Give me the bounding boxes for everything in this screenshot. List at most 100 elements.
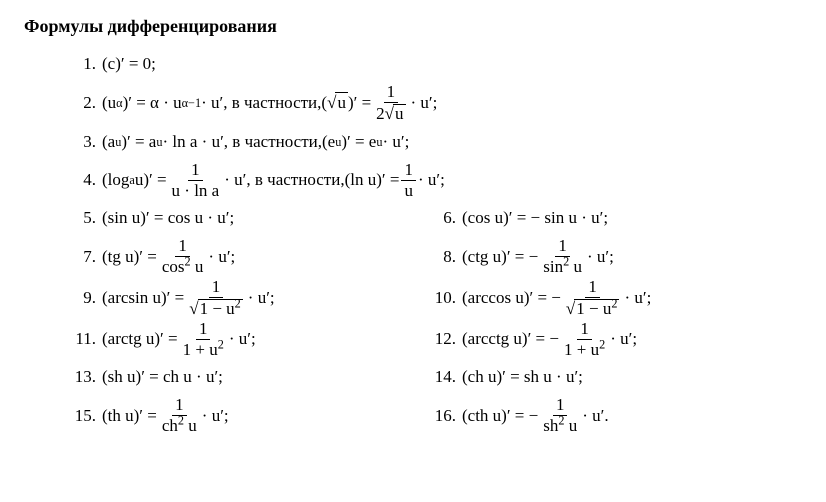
- fraction: 1√1 − u2: [563, 278, 623, 318]
- denominator: sin2 u: [540, 257, 585, 276]
- numerator: 1: [585, 278, 600, 298]
- formula-text: (arcsin u)′ = 1√1 − u2 · u′;: [102, 278, 275, 318]
- fraction: 12√u: [373, 83, 408, 123]
- item-number: 13.: [72, 367, 96, 387]
- t: · u′.: [582, 406, 608, 426]
- denominator: 1 + u2: [561, 340, 608, 359]
- t: 1 + u: [183, 340, 218, 359]
- item-number: 12.: [432, 329, 456, 349]
- denominator: u · ln a: [169, 181, 223, 200]
- t: (arctg u)′ =: [102, 329, 178, 349]
- formula-text: (arctg u)′ = 11 + u2 · u′;: [102, 320, 256, 359]
- item-number: 14.: [432, 367, 456, 387]
- t: · ln a · u′: [162, 132, 223, 152]
- formula-row: 3. (au)′ = au · ln a · u′, в частности, …: [72, 125, 802, 159]
- t: (ln u)′ =: [345, 170, 400, 190]
- denominator: √1 − u2: [563, 298, 623, 318]
- t: 2: [376, 104, 385, 123]
- item-number: 5.: [72, 208, 96, 228]
- formula-text: (cos u)′ = − sin u · u′;: [462, 208, 608, 228]
- t: 2: [611, 296, 617, 310]
- t: , в частности,: [246, 170, 344, 190]
- denominator: 1 + u2: [180, 340, 227, 359]
- formula-row: 2. (uα)′ = α · uα−1 · u′, в частности, (…: [72, 83, 802, 123]
- t: 2: [218, 337, 224, 351]
- t: (a: [102, 132, 115, 152]
- numerator: 1: [196, 320, 211, 340]
- formula-text: (ctg u)′ = −1sin2 u · u′;: [462, 237, 614, 276]
- t: · u′;: [202, 406, 229, 426]
- fraction: 11 + u2: [561, 320, 608, 359]
- t: 1 − u: [200, 299, 235, 318]
- t: u: [393, 104, 406, 123]
- formula-row: 11. (arctg u)′ = 11 + u2 · u′; 12. (arcc…: [72, 320, 802, 359]
- item-number: 11.: [72, 329, 96, 349]
- t: u: [335, 92, 348, 113]
- numerator: 1: [209, 278, 224, 298]
- item-number: 6.: [432, 208, 456, 228]
- item-number: 4.: [72, 170, 96, 190]
- t: u: [191, 257, 204, 276]
- formula-row: 9. (arcsin u)′ = 1√1 − u2 · u′; 10. (arc…: [72, 278, 802, 318]
- sqrt: √1 − u2: [189, 299, 243, 318]
- formula-row: 15. (th u)′ = 1ch2 u · u′; 16. (cth u)′ …: [72, 396, 802, 435]
- sqrt: √u: [385, 104, 406, 123]
- sqrt: √u: [327, 92, 348, 113]
- item-number: 8.: [432, 247, 456, 267]
- fraction: 1cos2 u: [159, 237, 207, 276]
- t: )′ =: [348, 93, 371, 113]
- t: u: [184, 416, 197, 435]
- t: (arcsin u)′ =: [102, 288, 184, 308]
- t: · u′;: [418, 170, 445, 190]
- formula-row: 5. (sin u)′ = cos u · u′; 6. (cos u)′ = …: [72, 201, 802, 235]
- fraction: 11 + u2: [180, 320, 227, 359]
- denominator: u: [401, 181, 416, 200]
- numerator: 1: [577, 320, 592, 340]
- t: (tg u)′ =: [102, 247, 157, 267]
- t: )′ = e: [341, 132, 376, 152]
- t: 1 − u2: [198, 299, 243, 318]
- numerator: 1: [188, 161, 203, 181]
- fraction: 1sh2 u: [540, 396, 580, 435]
- item-number: 1.: [72, 54, 96, 74]
- fraction: 1√1 − u2: [186, 278, 246, 318]
- formula-text: (c)′ = 0;: [102, 54, 156, 74]
- denominator: ch2 u: [159, 416, 200, 435]
- item-number: 16.: [432, 406, 456, 426]
- formula-text: (au)′ = au · ln a · u′, в частности, (eu…: [102, 132, 409, 152]
- page-title: Формулы дифференцирования: [24, 16, 802, 37]
- t: cos: [162, 257, 185, 276]
- t: u)′ =: [135, 170, 167, 190]
- formula-row: 13. (sh u)′ = ch u · u′; 14. (ch u)′ = s…: [72, 360, 802, 394]
- t: · u′;: [208, 247, 235, 267]
- t: u: [564, 416, 577, 435]
- item-number: 7.: [72, 247, 96, 267]
- t: 1 − u2: [574, 299, 619, 318]
- formula-text: (arcctg u)′ = −11 + u2 · u′;: [462, 320, 637, 359]
- item-number: 2.: [72, 93, 96, 113]
- t: (arccos u)′ = −: [462, 288, 561, 308]
- t: · u′: [201, 93, 223, 113]
- t: · u′;: [624, 288, 651, 308]
- t: (e: [322, 132, 335, 152]
- denominator: √1 − u2: [186, 298, 246, 318]
- t: (th u)′ =: [102, 406, 157, 426]
- formula-text: (uα)′ = α · uα−1 · u′, в частности, (√u)…: [102, 83, 437, 123]
- formula-list: 1. (c)′ = 0; 2. (uα)′ = α · uα−1 · u′, в…: [24, 47, 802, 435]
- fraction: 1u: [401, 161, 416, 200]
- t: sh: [543, 416, 558, 435]
- t: (u: [102, 93, 116, 113]
- t: (cth u)′ = −: [462, 406, 538, 426]
- t: 1 − u: [576, 299, 611, 318]
- t: 1 + u: [564, 340, 599, 359]
- formula-text: (sin u)′ = cos u · u′;: [102, 208, 234, 228]
- t: (ctg u)′ = −: [462, 247, 538, 267]
- fraction: 1u · ln a: [169, 161, 223, 200]
- t: 2: [235, 296, 241, 310]
- sqrt: √1 − u2: [566, 299, 620, 318]
- numerator: 1: [401, 161, 416, 181]
- formula-text: (loga u)′ = 1u · ln a · u′, в частности,…: [102, 161, 445, 200]
- t: )′ = α · u: [123, 93, 182, 113]
- t: , в частности,: [223, 93, 321, 113]
- formula-row: 1. (c)′ = 0;: [72, 47, 802, 81]
